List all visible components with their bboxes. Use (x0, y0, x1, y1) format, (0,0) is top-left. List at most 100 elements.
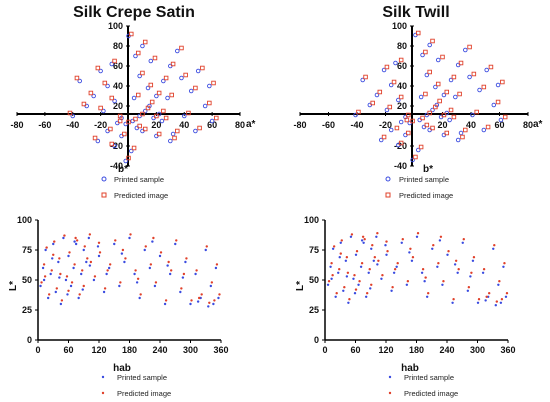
data-point-printed (133, 272, 136, 276)
data-point-predicted (416, 232, 420, 235)
data-point-predicted (458, 60, 464, 66)
data-point-predicted (47, 293, 51, 296)
data-point-predicted (108, 263, 112, 266)
data-point-printed (135, 281, 139, 284)
data-point-printed (54, 290, 57, 294)
data-point-printed (430, 107, 435, 113)
data-point-predicted (451, 114, 457, 120)
data-point-predicted (122, 131, 127, 137)
data-point-predicted (448, 107, 454, 113)
data-point-printed (364, 295, 368, 298)
data-point-printed (491, 102, 497, 108)
data-point-printed (72, 266, 75, 270)
data-point-predicted (370, 283, 373, 286)
data-point-printed (384, 244, 387, 247)
data-point-printed (69, 284, 73, 288)
data-point-printed (360, 239, 364, 242)
data-point-predicted (398, 140, 404, 146)
data-point-printed (193, 128, 198, 134)
y-tick-label: -40 (394, 161, 407, 171)
data-point-predicted (377, 89, 383, 95)
data-point-predicted (452, 298, 455, 301)
data-point-predicted (86, 257, 89, 260)
legend-marker-printed (388, 375, 392, 379)
data-point-printed (166, 264, 169, 267)
data-point-predicted (470, 271, 473, 274)
data-point-predicted (89, 260, 93, 264)
data-point-predicted (152, 236, 155, 240)
data-point-printed (42, 278, 46, 282)
data-point-printed (375, 235, 378, 238)
data-point-printed (354, 253, 358, 256)
chart-title: Silk Twill (382, 4, 449, 21)
data-point-printed (217, 296, 220, 300)
data-point-printed (168, 272, 172, 276)
data-point-printed (52, 242, 55, 246)
data-point-predicted (140, 111, 145, 117)
data-point-printed (337, 271, 340, 274)
data-point-predicted (410, 118, 415, 124)
data-point-predicted (387, 104, 393, 110)
data-point-printed (415, 235, 419, 238)
data-point-printed (357, 283, 360, 286)
x-tick-label: -40 (350, 120, 363, 130)
data-point-printed (396, 97, 401, 103)
y-tick-label: 100 (108, 21, 123, 31)
data-point-printed (380, 277, 383, 280)
x-tick-label: 60 (494, 120, 504, 130)
data-point-printed (70, 113, 75, 119)
y-tick-label: 50 (22, 275, 32, 285)
data-point-printed (420, 271, 424, 274)
y-tick-label: 80 (397, 41, 407, 51)
data-point-printed (481, 271, 485, 274)
data-point-predicted (74, 236, 77, 240)
x-tick-label: 0 (35, 345, 40, 355)
data-point-predicted (183, 72, 188, 78)
data-point-predicted (482, 268, 486, 271)
data-point-predicted (471, 71, 477, 77)
data-point-predicted (119, 281, 122, 284)
data-point-predicted (363, 238, 366, 241)
data-point-predicted (59, 272, 62, 276)
data-point-predicted (353, 274, 356, 277)
data-point-predicted (74, 75, 80, 81)
data-point-printed (128, 236, 131, 240)
data-point-printed (113, 242, 116, 246)
y-tick-label: 20 (113, 101, 123, 111)
data-point-printed (344, 259, 348, 262)
data-point-predicted (136, 277, 140, 280)
y-axis-label: L* (8, 281, 19, 291)
data-point-predicted (215, 263, 219, 266)
data-point-predicted (197, 125, 202, 131)
data-point-printed (338, 256, 341, 259)
data-point-predicted (180, 287, 183, 290)
data-point-predicted (73, 263, 76, 266)
data-point-printed (120, 252, 124, 255)
data-point-printed (349, 235, 353, 238)
legend-marker-printed (101, 176, 107, 182)
data-point-predicted (45, 246, 48, 249)
data-point-printed (370, 247, 373, 250)
data-point-printed (143, 248, 146, 252)
legend: Printed sample Predicted image (101, 373, 171, 398)
data-point-predicted (335, 292, 338, 295)
data-point-printed (161, 78, 166, 84)
data-point-printed (118, 284, 121, 288)
x-tick-label: 20 (437, 120, 447, 130)
y-tick-label: 75 (22, 245, 32, 255)
data-point-printed (214, 266, 218, 270)
data-point-predicted (170, 61, 176, 67)
data-point-printed (107, 266, 111, 270)
data-point-printed (326, 283, 330, 286)
data-point-predicted (68, 251, 71, 254)
x-tick-label: 300 (183, 345, 198, 355)
data-point-predicted (197, 296, 201, 300)
data-point-printed (41, 266, 45, 270)
data-point-printed (352, 277, 355, 280)
data-point-printed (174, 242, 177, 246)
data-point-predicted (386, 250, 389, 253)
data-point-printed (131, 95, 137, 101)
x-tick-label: 120 (378, 345, 393, 355)
data-point-predicted (358, 280, 361, 283)
y-tick-label: 50 (309, 275, 319, 285)
